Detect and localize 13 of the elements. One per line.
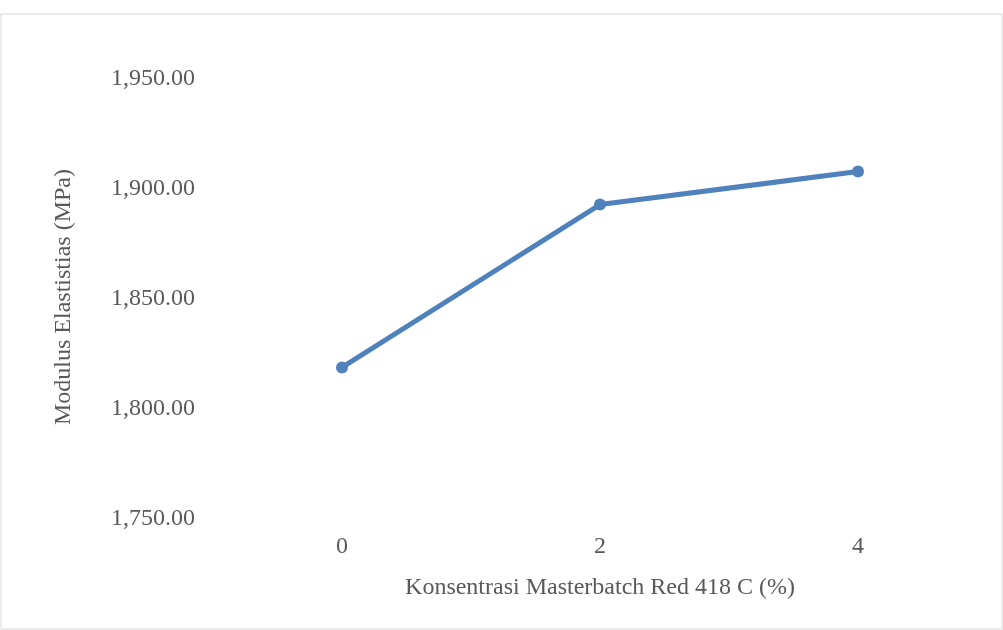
x-axis-title: Konsentrasi Masterbatch Red 418 C (%) xyxy=(405,573,795,599)
point xyxy=(594,198,606,211)
y-axis-title: Modulus Elastistias (MPa) xyxy=(49,169,75,425)
x-tick-label: 4 xyxy=(852,532,864,558)
y-tick-label: 1,950.00 xyxy=(111,64,195,91)
point xyxy=(336,361,348,374)
x-tick-label: 0 xyxy=(336,532,348,558)
point xyxy=(852,165,864,178)
y-tick-label: 1,800.00 xyxy=(111,394,195,421)
x-tick-label: 2 xyxy=(594,532,606,558)
y-tick-label: 1,750.00 xyxy=(111,504,195,531)
y-tick-label: 1,850.00 xyxy=(111,284,195,311)
y-tick-label: 1,900.00 xyxy=(111,174,195,201)
